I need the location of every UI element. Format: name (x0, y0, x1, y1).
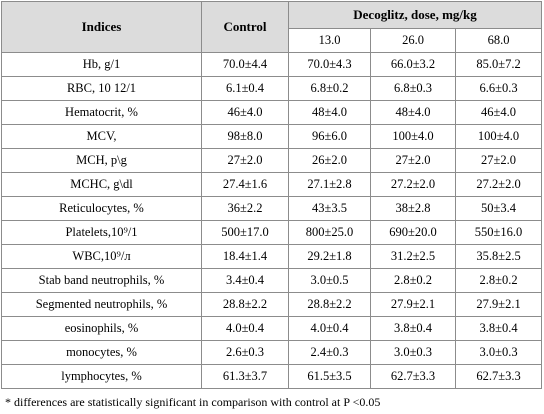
dose-value-cell: 3.8±0.4 (370, 316, 456, 341)
table-row: eosinophils, % 4.0±0.4 4.0±0.4 3.8±0.4 3.8±0… (1, 316, 543, 341)
dose-value-cell: 46±4.0 (454, 100, 543, 125)
control-value-cell: 28.8±2.2 (201, 292, 289, 317)
row-label: lymphocytes, % (1, 364, 202, 389)
row-label: Platelets,10⁹/1 (1, 220, 202, 245)
dose-value-cell: 27±2.0 (370, 148, 456, 173)
dose-value-cell: 27.1±2.8 (288, 172, 371, 197)
table-row: Segmented neutrophils, % 28.8±2.2 28.8±2.2… (1, 292, 543, 317)
results-table: Indices Control Decoglitz, dose, mg/kg 1… (1, 1, 543, 389)
control-header: Control (201, 1, 289, 53)
row-label: MCV, (1, 124, 202, 149)
dose-value-cell: 100±4.0 (454, 124, 543, 149)
dose-header: 26.0 (370, 28, 456, 53)
control-value-cell: 98±8.0 (201, 124, 289, 149)
control-value-cell: 3.4±0.4 (201, 268, 289, 293)
control-value-cell: 4.0±0.4 (201, 316, 289, 341)
dose-subheader-row: 13.0 26.0 68.0 (2, 28, 543, 53)
dose-value-cell: 43±3.5 (288, 196, 371, 221)
table-row: lymphocytes, % 61.3±3.7 61.5±3.5 62.7±3.3 62… (1, 364, 543, 389)
row-label: eosinophils, % (1, 316, 202, 341)
table-row: Reticulocytes, % 36±2.2 43±3.5 38±2.8 50±3.4 (1, 196, 543, 221)
dose-value-cell: 66.0±3.2 (370, 52, 456, 77)
dose-value-cell: 3.0±0.3 (370, 340, 456, 365)
row-label: Hb, g/1 (1, 52, 202, 77)
dose-value-cell: 2.8±0.2 (370, 268, 456, 293)
dose-value-cell: 27.2±2.0 (370, 172, 456, 197)
row-label: monocytes, % (1, 340, 202, 365)
table-row: MCHC, g\dl 27.4±1.6 27.1±2.8 27.2±2.0 27.2±2… (1, 172, 543, 197)
dose-value-cell: 70.0±4.3 (288, 52, 371, 77)
dose-value-cell: 3.8±0.4 (454, 316, 543, 341)
table-row: Platelets,10⁹/1 500±17.0 800±25.0 690±20.0 5… (1, 220, 543, 245)
footnote: * differences are statistically signific… (5, 395, 381, 409)
dose-value-cell: 27.9±2.1 (454, 292, 543, 317)
table-header: Indices Control Decoglitz, dose, mg/kg 1… (1, 1, 543, 53)
dose-value-cell: 690±20.0 (370, 220, 456, 245)
dose-header: 68.0 (454, 28, 543, 53)
dose-value-cell: 50±3.4 (454, 196, 543, 221)
dose-value-cell: 48±4.0 (288, 100, 371, 125)
control-value-cell: 18.4±1.4 (201, 244, 289, 269)
dose-value-cell: 800±25.0 (288, 220, 371, 245)
row-label: WBC,10⁹/л (1, 244, 202, 269)
dose-value-cell: 550±16.0 (454, 220, 543, 245)
dose-value-cell: 28.8±2.2 (288, 292, 371, 317)
dose-value-cell: 6.8±0.3 (370, 76, 456, 101)
control-value-cell: 27±2.0 (201, 148, 289, 173)
control-value-cell: 2.6±0.3 (201, 340, 289, 365)
table-row: MCV, 98±8.0 96±6.0 100±4.0 100±4.0 (1, 124, 543, 149)
control-value-cell: 27.4±1.6 (201, 172, 289, 197)
dose-value-cell: 100±4.0 (370, 124, 456, 149)
indices-header: Indices (1, 1, 202, 53)
dose-value-cell: 48±4.0 (370, 100, 456, 125)
row-label: MCHC, g\dl (1, 172, 202, 197)
header-row: Indices Control Decoglitz, dose, mg/kg (1, 1, 543, 53)
dose-value-cell: 3.0±0.5 (288, 268, 371, 293)
dose-value-cell: 27.2±2.0 (454, 172, 543, 197)
row-label: Segmented neutrophils, % (1, 292, 202, 317)
dose-value-cell: 4.0±0.4 (288, 316, 371, 341)
control-value-cell: 36±2.2 (201, 196, 289, 221)
dose-value-cell: 3.0±0.3 (454, 340, 543, 365)
table-row: WBC,10⁹/л 18.4±1.4 29.2±1.8 31.2±2.5 35.8±2.… (1, 244, 543, 269)
dose-value-cell: 2.4±0.3 (288, 340, 371, 365)
dose-value-cell: 62.7±3.3 (370, 364, 456, 389)
table-row: monocytes, % 2.6±0.3 2.4±0.3 3.0±0.3 3.0±0.3 (1, 340, 543, 365)
dose-value-cell: 6.8±0.2 (288, 76, 371, 101)
dose-value-cell: 27±2.0 (454, 148, 543, 173)
table-row: MCH, p\g 27±2.0 26±2.0 27±2.0 27±2.0 (1, 148, 543, 173)
control-value-cell: 70.0±4.4 (201, 52, 289, 77)
dose-value-cell: 38±2.8 (370, 196, 456, 221)
row-label: Hematocrit, % (1, 100, 202, 125)
table-row: RBC, 10 12/1 6.1±0.4 6.8±0.2 6.8±0.3 6.6±0.3 (1, 76, 543, 101)
row-label: MCH, p\g (1, 148, 202, 173)
table-row: Hb, g/1 70.0±4.4 70.0±4.3 66.0±3.2 85.0±7.2 (1, 52, 543, 77)
control-value-cell: 500±17.0 (201, 220, 289, 245)
row-label: RBC, 10 12/1 (1, 76, 202, 101)
dose-value-cell: 31.2±2.5 (370, 244, 456, 269)
dose-value-cell: 2.8±0.2 (454, 268, 543, 293)
control-value-cell: 61.3±3.7 (201, 364, 289, 389)
dose-value-cell: 62.7±3.3 (454, 364, 543, 389)
dose-value-cell: 85.0±7.2 (454, 52, 543, 77)
row-label: Reticulocytes, % (1, 196, 202, 221)
dose-value-cell: 6.6±0.3 (454, 76, 543, 101)
dose-value-cell: 35.8±2.5 (454, 244, 543, 269)
dose-value-cell: 29.2±1.8 (288, 244, 371, 269)
dose-group-header: Decoglitz, dose, mg/kg (287, 1, 543, 29)
dose-value-cell: 96±6.0 (288, 124, 371, 149)
dose-header: 13.0 (288, 28, 371, 53)
dose-value-cell: 61.5±3.5 (288, 364, 371, 389)
control-value-cell: 6.1±0.4 (201, 76, 289, 101)
dose-value-cell: 27.9±2.1 (370, 292, 456, 317)
table-body: Hb, g/1 70.0±4.4 70.0±4.3 66.0±3.2 85.0±7.2 R… (1, 52, 543, 389)
row-label: Stab band neutrophils, % (1, 268, 202, 293)
table-row: Hematocrit, % 46±4.0 48±4.0 48±4.0 46±4.0 (1, 100, 543, 125)
dose-value-cell: 26±2.0 (288, 148, 371, 173)
table-row: Stab band neutrophils, % 3.4±0.4 3.0±0.5 2.… (1, 268, 543, 293)
control-value-cell: 46±4.0 (201, 100, 289, 125)
